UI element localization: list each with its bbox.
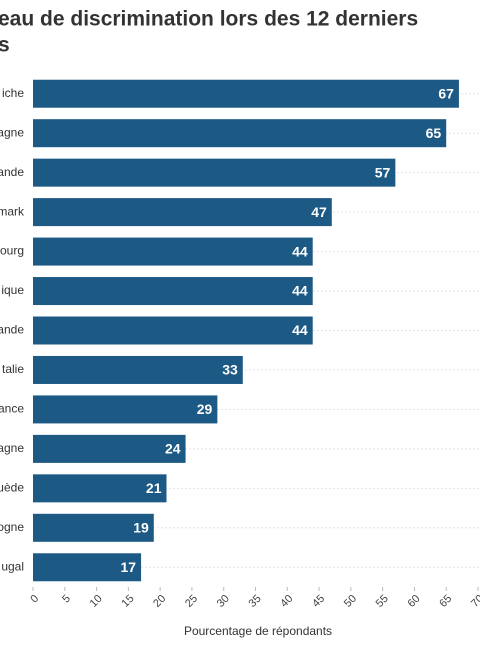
x-tick-label: 0 bbox=[28, 593, 41, 606]
bar bbox=[33, 119, 447, 148]
x-tick-label: 60 bbox=[405, 593, 422, 610]
x-tick-label: 30 bbox=[215, 593, 232, 610]
bar bbox=[33, 79, 459, 108]
y-tick-label: ique bbox=[1, 283, 24, 297]
y-tick-label: iche bbox=[2, 86, 24, 100]
x-tick-label: 55 bbox=[374, 593, 391, 610]
bar bbox=[33, 198, 332, 227]
x-tick-label: 35 bbox=[247, 593, 264, 610]
y-tick-label: ance bbox=[0, 402, 24, 416]
value-label: 21 bbox=[146, 480, 162, 496]
bar bbox=[33, 316, 313, 345]
value-label: 67 bbox=[438, 85, 454, 101]
value-label: 44 bbox=[292, 243, 308, 259]
bar bbox=[33, 158, 396, 187]
bar bbox=[33, 513, 154, 542]
bar bbox=[33, 277, 313, 306]
y-tick-label: talie bbox=[2, 362, 24, 376]
x-tick-label: 65 bbox=[437, 593, 454, 610]
x-tick-label: 40 bbox=[278, 593, 295, 610]
chart-title: s bbox=[0, 34, 10, 57]
y-tick-label: agne bbox=[0, 125, 24, 139]
bar bbox=[33, 355, 243, 384]
y-tick-label: mark bbox=[0, 204, 25, 218]
x-tick-label: 25 bbox=[183, 593, 200, 610]
x-tick-label: 45 bbox=[310, 593, 327, 610]
x-tick-label: 5 bbox=[60, 593, 73, 606]
y-tick-label: ogne bbox=[0, 520, 24, 534]
x-tick-label: 20 bbox=[151, 593, 168, 610]
y-tick-label: ande bbox=[0, 323, 24, 337]
value-label: 33 bbox=[222, 362, 238, 378]
y-tick-label: ugal bbox=[1, 559, 24, 573]
value-label: 29 bbox=[197, 401, 213, 417]
value-label: 44 bbox=[292, 322, 308, 338]
y-tick-label: ande bbox=[0, 165, 24, 179]
value-label: 65 bbox=[426, 125, 442, 141]
bar bbox=[33, 395, 218, 424]
bar bbox=[33, 553, 142, 582]
value-label: 57 bbox=[375, 164, 391, 180]
x-axis-label: Pourcentage de répondants bbox=[184, 624, 332, 638]
x-tick-label: 10 bbox=[88, 593, 105, 610]
y-tick-label: ourg bbox=[0, 244, 24, 258]
value-label: 44 bbox=[292, 283, 308, 299]
x-tick-label: 15 bbox=[119, 593, 136, 610]
chart-title: eau de discrimination lors des 12 dernie… bbox=[0, 8, 418, 31]
bar bbox=[33, 474, 167, 503]
y-tick-label: agne bbox=[0, 441, 24, 455]
value-label: 17 bbox=[120, 559, 136, 575]
bar bbox=[33, 237, 313, 266]
y-tick-label: uède bbox=[0, 481, 24, 495]
value-label: 19 bbox=[133, 520, 149, 536]
bar bbox=[33, 434, 186, 463]
value-label: 47 bbox=[311, 204, 327, 220]
x-tick-label: 50 bbox=[342, 593, 359, 610]
x-tick-label: 70 bbox=[469, 593, 480, 610]
value-label: 24 bbox=[165, 441, 181, 457]
